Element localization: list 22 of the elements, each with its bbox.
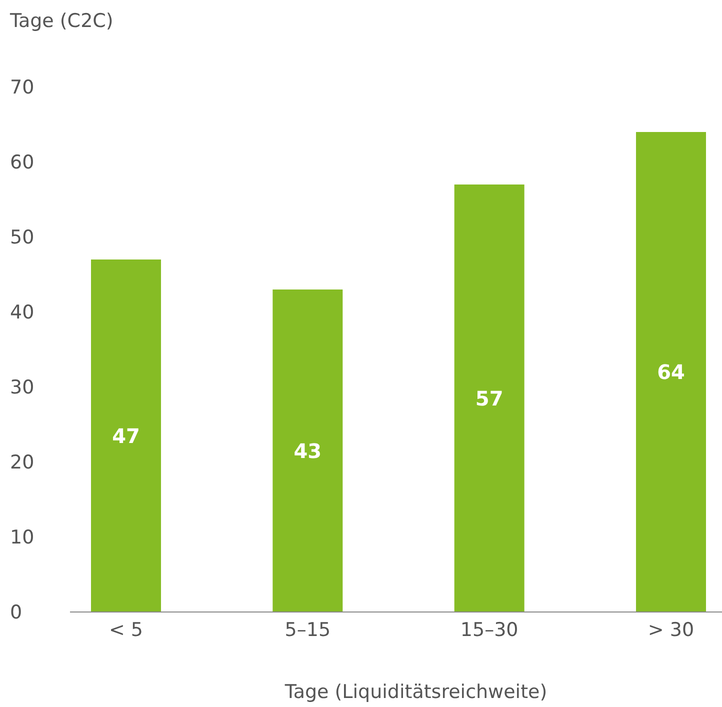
bar: [454, 184, 524, 612]
bar: [636, 132, 706, 612]
data-label: 64: [657, 360, 685, 384]
y-tick-label: 10: [10, 526, 34, 549]
bar: [272, 290, 343, 612]
y-tick-label: 0: [10, 602, 22, 624]
y-axis-title: Tage (C2C): [9, 10, 114, 32]
data-label: 43: [294, 438, 322, 463]
y-tick-label: 70: [10, 76, 34, 99]
y-tick-label: 50: [10, 226, 34, 249]
bar: [91, 260, 161, 612]
x-tick-label: 5–15: [284, 619, 331, 641]
y-tick-label: 20: [10, 452, 34, 474]
x-axis-title: Tage (Liquiditätsreichweite): [284, 681, 548, 703]
y-tick-label: 30: [10, 376, 34, 399]
x-tick-label: 15–30: [460, 619, 518, 641]
x-tick-label: > 30: [648, 619, 694, 641]
data-label: 57: [475, 386, 504, 410]
x-tick-label: < 5: [108, 619, 144, 641]
data-label: 47: [112, 424, 140, 448]
y-tick-label: 60: [10, 152, 34, 174]
y-tick-label: 40: [10, 302, 34, 324]
